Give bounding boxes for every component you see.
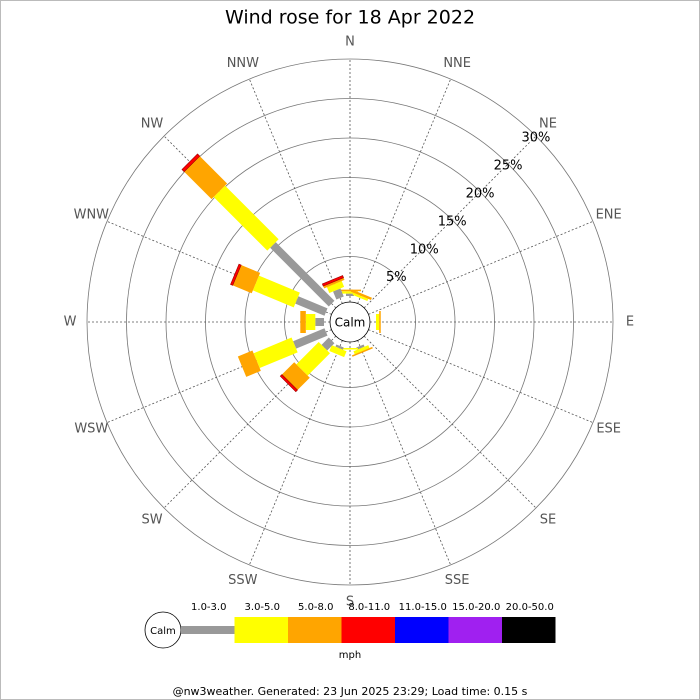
direction-label: NW	[141, 117, 164, 132]
direction-label: SE	[540, 512, 556, 527]
footer: @nw3weather. Generated: 23 Jun 2025 23:2…	[173, 685, 528, 698]
calm-label: Calm	[335, 316, 366, 330]
wind-bar	[252, 275, 300, 308]
wind-bar	[339, 289, 361, 292]
wind-bar	[352, 292, 369, 302]
wind-bar	[232, 265, 261, 294]
spoke	[363, 335, 537, 509]
wind-bar	[230, 263, 242, 286]
direction-label: SSE	[445, 573, 470, 588]
wind-bar	[335, 344, 344, 350]
chart-title: Wind rose for 18 Apr 2022	[225, 7, 475, 29]
wind-bar	[326, 281, 345, 294]
legend-swatch	[341, 617, 395, 643]
spoke	[357, 340, 452, 566]
legend-swatch	[448, 617, 502, 643]
direction-label: S	[346, 595, 354, 610]
wind-bar	[279, 374, 298, 393]
direction-label: WNW	[74, 207, 110, 222]
wind-bar	[281, 362, 310, 391]
ring-label: 10%	[410, 242, 439, 257]
wind-bar	[184, 156, 228, 200]
spoke	[248, 340, 343, 566]
direction-label: SW	[141, 512, 162, 527]
direction-label: WSW	[74, 422, 108, 437]
wind-bar	[293, 328, 328, 349]
wind-bar	[342, 348, 358, 350]
legend-label: 15.0-20.0	[452, 602, 500, 613]
wind-bar	[295, 296, 328, 316]
wind-bar	[329, 345, 347, 358]
ring-label: 5%	[386, 270, 407, 285]
wind-bar	[321, 275, 344, 287]
direction-label: E	[626, 315, 634, 330]
legend-swatch	[502, 617, 556, 643]
wind-bar	[181, 153, 201, 173]
wind-bar	[356, 344, 365, 350]
legend-swatch	[288, 617, 342, 643]
direction-label: N	[345, 35, 355, 50]
wind-bar	[305, 314, 316, 330]
ring-label: 30%	[522, 131, 551, 146]
wind-bar	[333, 288, 344, 300]
ring	[126, 98, 574, 546]
direction-label: ENE	[596, 207, 622, 222]
legend-label: 8.0-11.0	[348, 602, 390, 613]
ring-label: 15%	[438, 214, 467, 229]
legend-label: 3.0-5.0	[245, 602, 280, 613]
calm-circle	[329, 301, 371, 343]
legend-label: 1.0-3.0	[191, 602, 226, 613]
wind-bar	[213, 185, 279, 251]
direction-label: W	[64, 315, 77, 330]
wind-bar	[296, 341, 331, 376]
legend-calm-label: Calm	[150, 626, 176, 637]
legend-label: 11.0-15.0	[399, 602, 447, 613]
ring-label: 25%	[494, 158, 523, 173]
direction-label: NE	[539, 117, 557, 132]
legend-swatch	[181, 626, 235, 634]
legend-label: 20.0-50.0	[506, 602, 554, 613]
spoke	[363, 135, 537, 309]
wind-bar	[300, 311, 306, 333]
wind-bar	[253, 337, 298, 369]
wind-bar	[350, 289, 372, 300]
wind-bar	[237, 350, 261, 377]
direction-label: NNW	[227, 56, 259, 71]
spoke	[368, 329, 594, 424]
ring-label: 20%	[466, 186, 495, 201]
spoke	[248, 78, 343, 304]
spoke	[357, 78, 452, 304]
direction-label: SSW	[228, 573, 258, 588]
legend-label: 5.0-8.0	[298, 602, 333, 613]
wind-bar	[379, 311, 381, 333]
legend-swatch	[395, 617, 449, 643]
wind-bar	[346, 293, 354, 296]
ring	[86, 58, 614, 586]
wind-bar	[376, 314, 380, 330]
legend-swatch	[234, 617, 288, 643]
wind-bar	[351, 346, 373, 357]
direction-label: NNE	[443, 56, 471, 71]
wind-bar	[315, 318, 324, 326]
unit-label: mph	[339, 650, 361, 661]
wind-bar	[353, 345, 370, 355]
direction-label: ESE	[596, 422, 621, 437]
wind-bar	[321, 337, 335, 351]
spoke	[368, 220, 594, 315]
wind-bar	[270, 242, 335, 307]
wind-bar	[323, 277, 345, 289]
